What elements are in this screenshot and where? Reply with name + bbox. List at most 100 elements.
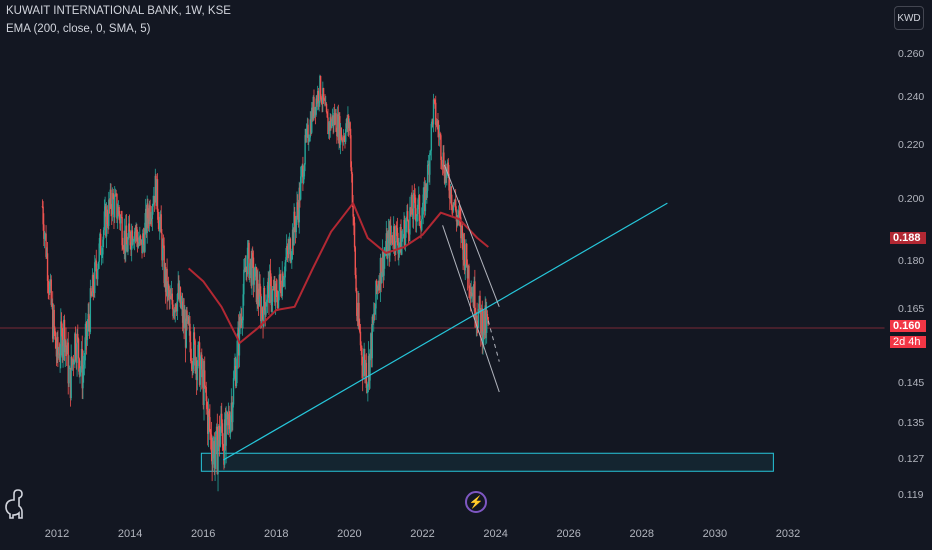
candle-body <box>54 328 56 333</box>
candle-body <box>90 288 92 296</box>
candle-body <box>234 365 236 372</box>
candle-body <box>254 267 256 281</box>
support-zone[interactable] <box>200 452 774 472</box>
candle-body <box>268 278 270 303</box>
candle-body <box>145 208 147 223</box>
channel-lower-line[interactable] <box>442 225 500 393</box>
projection-line[interactable] <box>487 320 500 362</box>
candle-body <box>94 262 96 294</box>
candle-body <box>471 293 474 297</box>
candle-body <box>205 387 207 401</box>
candle-body <box>161 245 164 261</box>
candle-body <box>323 99 326 101</box>
candle-body <box>308 141 310 143</box>
candle-body <box>317 91 320 103</box>
candle-body <box>340 127 342 140</box>
candle-body <box>215 431 217 455</box>
candle-body <box>189 323 191 343</box>
candle-body <box>150 218 153 220</box>
tradingview-dino-icon[interactable] <box>4 488 26 520</box>
candle-body <box>294 211 296 226</box>
candle-body <box>180 304 182 307</box>
candle-body <box>82 369 84 389</box>
candle-body <box>444 167 447 184</box>
candle-body <box>347 115 349 129</box>
candle-body <box>418 195 421 221</box>
candle-body <box>72 359 75 365</box>
candle-body <box>458 210 461 216</box>
candle-body <box>477 323 479 328</box>
candle-body <box>111 193 114 215</box>
candle-body <box>443 173 446 184</box>
candle-body <box>187 316 189 321</box>
candle-body <box>149 205 151 222</box>
candle-body <box>117 207 120 216</box>
candle-body <box>105 209 108 237</box>
candle-body <box>268 270 271 303</box>
candle-body <box>43 234 46 239</box>
candle-body <box>447 162 449 174</box>
x-axis-tick: 2018 <box>264 528 289 540</box>
candle-body <box>426 164 429 191</box>
candle-body <box>349 122 351 136</box>
candle-body <box>438 129 440 138</box>
candle-body <box>126 244 128 252</box>
candle-body <box>435 124 438 126</box>
candle-body <box>357 302 359 322</box>
candle-body <box>409 207 412 212</box>
candle-body <box>276 290 278 303</box>
candle-body <box>63 319 65 346</box>
indicator-legend[interactable]: EMA (200, close, 0, SMA, 5) <box>6 23 151 35</box>
candle-body <box>474 317 477 323</box>
candle-body <box>192 365 194 369</box>
channel-upper-line[interactable] <box>443 164 500 307</box>
candle-body <box>302 165 304 184</box>
candle-body <box>307 124 309 143</box>
candle-body <box>223 419 226 465</box>
candle-body <box>419 220 421 226</box>
candle-body <box>111 209 113 215</box>
candle-body <box>479 295 481 309</box>
lightning-icon[interactable]: ⚡ <box>465 491 487 513</box>
candle-body <box>336 131 338 137</box>
candle-body <box>107 224 109 226</box>
candle-body <box>206 406 209 434</box>
candle-body <box>467 265 469 279</box>
candle-body <box>89 288 92 332</box>
candle-body <box>121 217 123 246</box>
candle-body <box>390 235 393 237</box>
candle-body <box>286 246 289 251</box>
candle-body <box>212 450 214 465</box>
candle-body <box>401 237 404 239</box>
candle-body <box>116 193 118 219</box>
candle-body <box>43 224 45 239</box>
ema-line[interactable] <box>187 202 489 344</box>
currency-button[interactable]: KWD <box>894 6 924 30</box>
candle-body <box>396 227 399 243</box>
candle-body <box>97 268 99 280</box>
candle-body <box>260 307 263 322</box>
candle-body <box>93 291 95 294</box>
trendline[interactable] <box>223 202 668 461</box>
candle-body <box>325 103 327 106</box>
candle-body <box>297 202 299 210</box>
candle-body <box>482 337 484 345</box>
candle-body <box>436 121 438 126</box>
candle-body <box>470 292 472 299</box>
candle-body <box>319 75 321 102</box>
candle-body <box>356 315 359 322</box>
x-axis-tick: 2022 <box>410 528 435 540</box>
candle-body <box>188 323 190 325</box>
candle-body <box>438 133 441 138</box>
candle-body <box>194 340 196 371</box>
symbol-title[interactable]: KUWAIT INTERNATIONAL BANK, 1W, KSE <box>6 5 231 17</box>
candle-body <box>185 310 187 348</box>
candle-body <box>311 107 314 119</box>
candle-body <box>85 322 87 338</box>
candle-body <box>390 226 392 237</box>
candle-body <box>259 283 261 294</box>
candle-body <box>322 88 325 100</box>
candle-body <box>224 419 227 446</box>
candle-body <box>272 289 275 290</box>
